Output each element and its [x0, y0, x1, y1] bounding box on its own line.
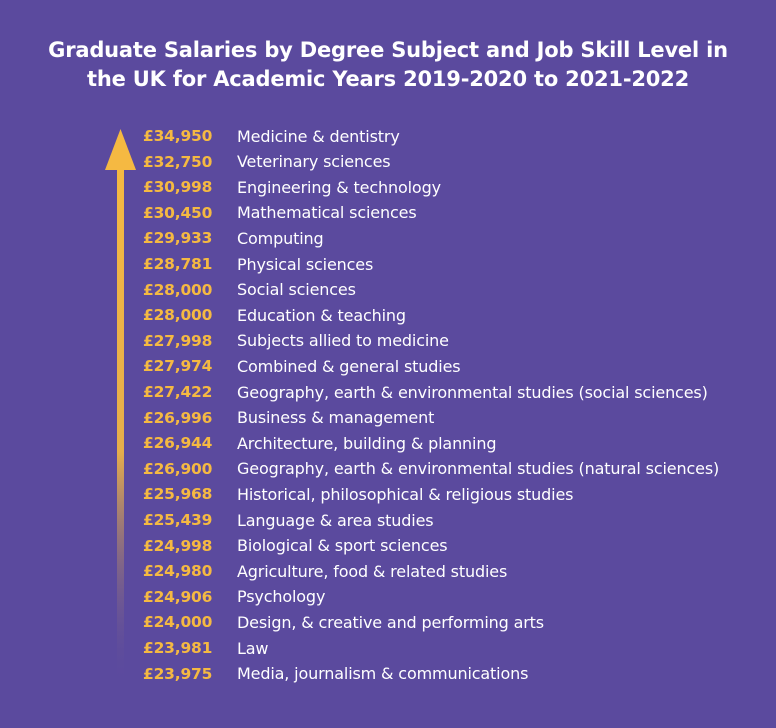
salary-row: £24,906 Psychology [143, 584, 325, 610]
subject-label: Historical, philosophical & religious st… [237, 484, 574, 504]
salary-row: £24,980 Agriculture, food & related studi… [143, 558, 507, 584]
arrow-shaft [117, 166, 124, 686]
salary-value: £25,439 [143, 511, 213, 529]
salary-value: £32,750 [143, 152, 213, 171]
salary-row: £26,996 Business & management [143, 405, 434, 431]
salary-row: £30,998 Engineering & technology [143, 174, 441, 200]
subject-label: Mathematical sciences [237, 203, 417, 223]
salary-row: £23,975 Media, journalism & communication… [143, 661, 528, 687]
salary-row: £25,968 Historical, philosophical & relig… [143, 481, 574, 507]
salary-value: £30,450 [143, 203, 213, 222]
subject-label: Education & teaching [237, 305, 406, 325]
salary-row: £24,998 Biological & sport sciences [143, 533, 448, 559]
subject-label: Veterinary sciences [237, 152, 391, 172]
chart-title-line-2: the UK for Academic Years 2019-2020 to 2… [87, 67, 689, 91]
subject-label: Architecture, building & planning [237, 433, 497, 453]
salary-value: £27,998 [143, 331, 213, 350]
salary-value: £24,906 [143, 587, 213, 606]
subject-label: Subjects allied to medicine [237, 331, 449, 351]
salary-row: £29,933 Computing [143, 225, 324, 251]
salary-row: £23,981 Law [143, 635, 269, 661]
subject-label: Medicine & dentistry [237, 126, 400, 146]
salary-row: £27,998 Subjects allied to medicine [143, 328, 449, 354]
salary-row: £26,944 Architecture, building & planning [143, 430, 496, 456]
salary-value: £27,974 [143, 357, 213, 376]
salary-row: £30,450 Mathematical sciences [143, 200, 417, 226]
arrow-head-icon [105, 129, 136, 170]
salary-value: £23,981 [143, 639, 213, 657]
salary-value: £28,000 [143, 306, 213, 325]
subject-label: Biological & sport sciences [237, 536, 448, 556]
subject-label: Law [237, 638, 269, 658]
subject-label: Design, & creative and performing arts [237, 612, 544, 632]
salary-row: £28,000 Education & teaching [143, 302, 406, 328]
salary-value: £27,422 [143, 383, 213, 401]
salary-row: £32,750 Veterinary sciences [143, 149, 391, 175]
subject-label: Business & management [237, 408, 435, 428]
salary-value: £26,900 [143, 459, 213, 478]
subject-label: Agriculture, food & related studies [237, 561, 508, 581]
salary-row: £27,974 Combined & general studies [143, 353, 461, 379]
salary-value: £25,968 [143, 485, 213, 504]
subject-label: Engineering & technology [237, 177, 441, 197]
salary-row: £28,000 Social sciences [143, 277, 356, 303]
salary-row: £27,422 Geography, earth & environmental … [143, 379, 708, 405]
subject-label: Language & area studies [237, 510, 434, 530]
salary-value: £26,996 [143, 408, 213, 427]
subject-label: Computing [237, 228, 324, 248]
salary-value: £26,944 [143, 434, 213, 453]
subject-label: Psychology [237, 587, 326, 607]
subject-label: Geography, earth & environmental studies… [237, 382, 708, 402]
salary-row: £26,900 Geography, earth & environmental … [143, 456, 719, 482]
salary-value: £28,781 [143, 255, 213, 273]
salary-row: £28,781 Physical sciences [143, 251, 373, 277]
subject-label: Physical sciences [237, 254, 374, 274]
salary-value: £24,000 [143, 613, 213, 632]
salary-value: £28,000 [143, 280, 213, 299]
salary-value: £24,980 [143, 562, 213, 581]
salary-row: £25,439 Language & area studies [143, 507, 434, 533]
salary-value: £34,950 [143, 127, 213, 145]
salary-value: £23,975 [143, 664, 213, 683]
subject-label: Social sciences [237, 280, 356, 300]
chart-title: Graduate Salaries by Degree Subject and … [0, 36, 776, 94]
salary-value: £30,998 [143, 178, 213, 197]
salary-value: £24,998 [143, 536, 213, 555]
salary-row: £34,950 Medicine & dentistry [143, 123, 400, 149]
subject-label: Media, journalism & communications [237, 664, 529, 684]
subject-label: Combined & general studies [237, 356, 461, 376]
salary-row: £24,000 Design, & creative and performing… [143, 609, 544, 635]
subject-label: Geography, earth & environmental studies… [237, 459, 720, 479]
chart-title-line-1: Graduate Salaries by Degree Subject and … [48, 38, 728, 62]
salary-value: £29,933 [143, 229, 213, 248]
